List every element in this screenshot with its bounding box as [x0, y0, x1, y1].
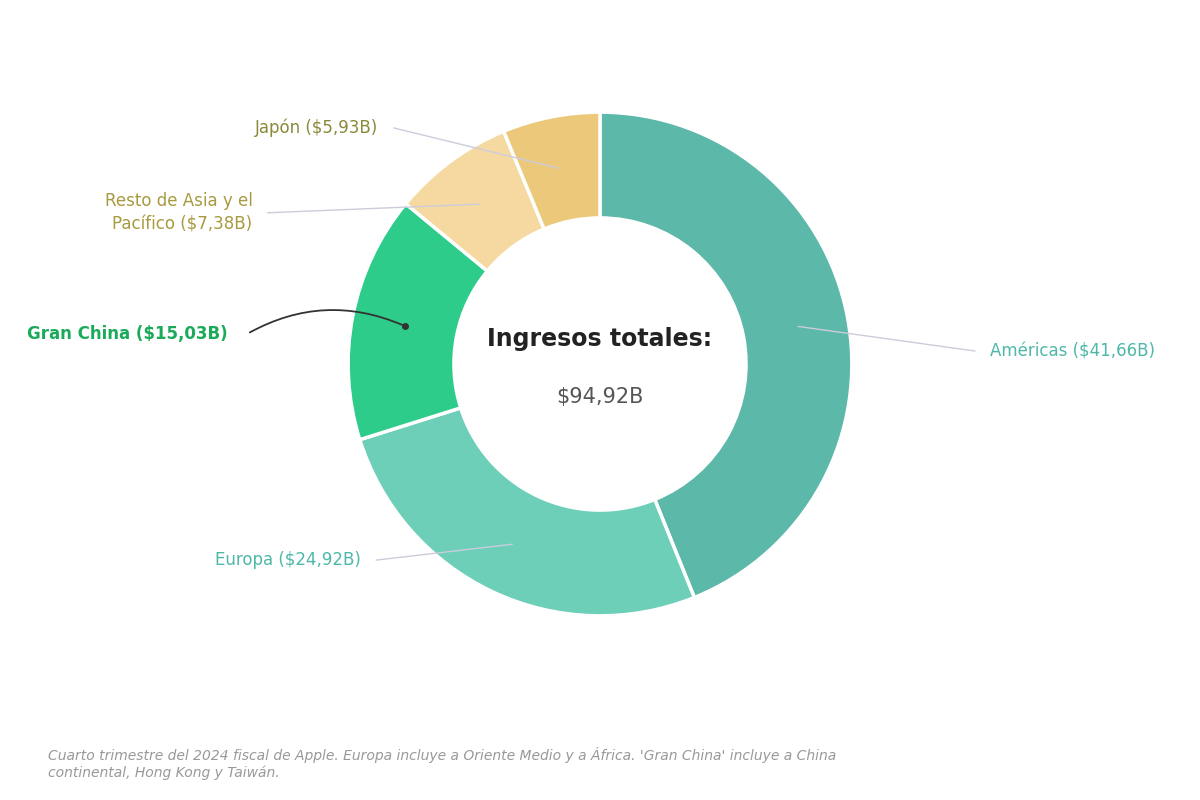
Text: Resto de Asia y el
Pacífico ($7,38B): Resto de Asia y el Pacífico ($7,38B) [104, 192, 252, 234]
Wedge shape [348, 204, 487, 440]
Text: Gran China ($15,03B): Gran China ($15,03B) [26, 325, 227, 342]
Text: Japón ($5,93B): Japón ($5,93B) [256, 118, 378, 137]
Wedge shape [406, 131, 544, 271]
Text: Cuarto trimestre del 2024 fiscal de Apple. Europa incluye a Oriente Medio y a Áf: Cuarto trimestre del 2024 fiscal de Appl… [48, 747, 836, 780]
Wedge shape [600, 112, 852, 598]
Text: Américas ($41,66B): Américas ($41,66B) [990, 342, 1156, 361]
Wedge shape [360, 408, 695, 616]
Wedge shape [504, 112, 600, 229]
Text: Europa ($24,92B): Europa ($24,92B) [215, 551, 361, 570]
Text: $94,92B: $94,92B [557, 386, 643, 406]
Text: Ingresos totales:: Ingresos totales: [487, 327, 713, 351]
